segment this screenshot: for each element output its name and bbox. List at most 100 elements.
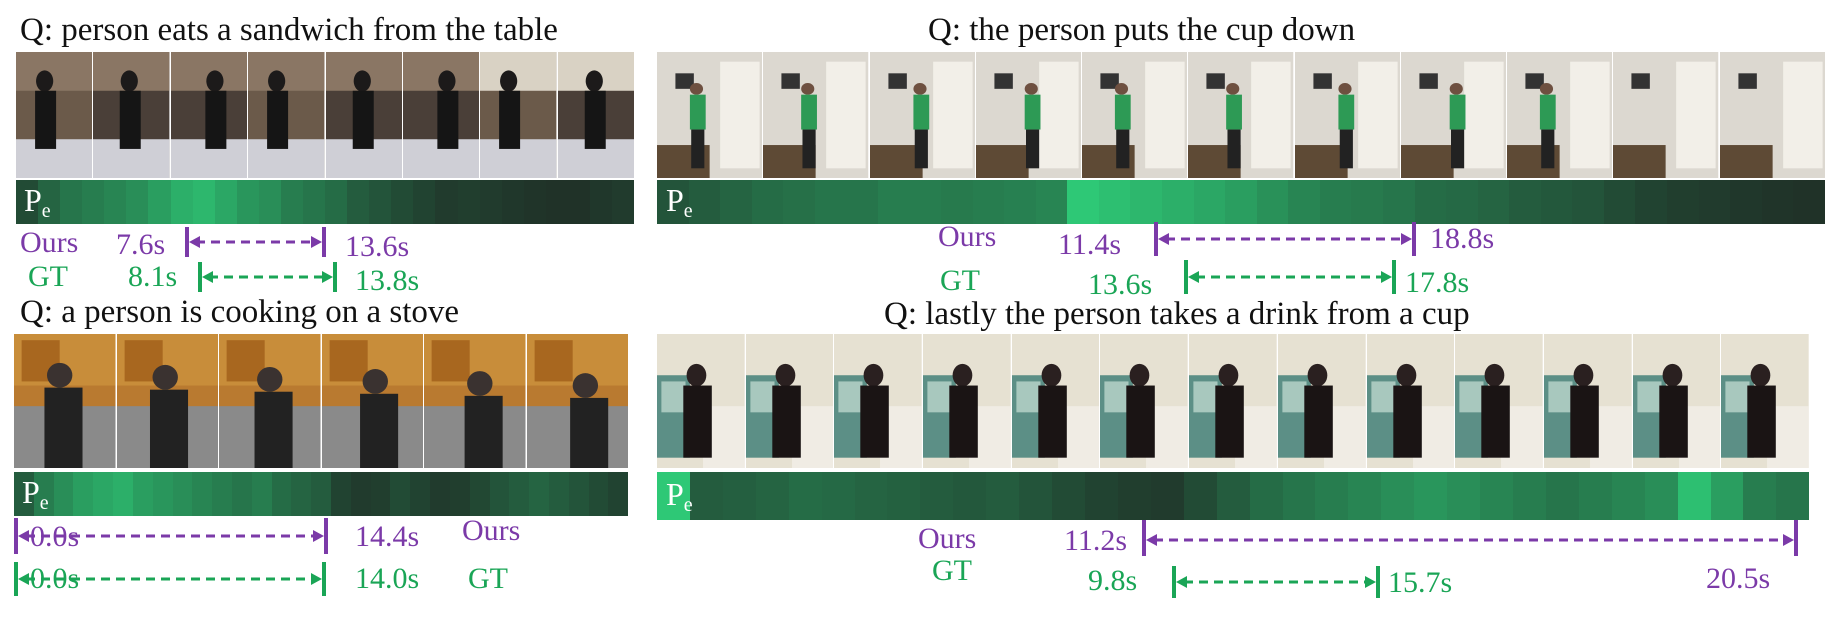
heatmap-cell — [449, 472, 470, 516]
gt-start-time: 0.0s — [30, 562, 80, 595]
pe-label: Pe — [666, 182, 693, 222]
heatmap-cell — [941, 180, 973, 224]
video-frame-thumbnail — [1613, 52, 1719, 178]
ours-end-time: 14.4s — [355, 520, 420, 553]
video-frame-thumbnail — [1719, 52, 1825, 178]
heatmap-cell — [1611, 472, 1645, 520]
heatmap-cell — [350, 472, 371, 516]
heatmap-cell — [1509, 180, 1541, 224]
heatmap-cell — [73, 472, 94, 516]
heatmap-cell — [1793, 180, 1825, 224]
video-frame-thumbnail — [1455, 334, 1543, 468]
heatmap-cell — [1761, 180, 1794, 224]
video-frames-strip — [657, 52, 1825, 178]
gt-span-arrow — [198, 262, 337, 292]
heatmap-cell — [722, 472, 756, 520]
heatmap-cell — [1603, 180, 1636, 224]
video-frame-thumbnail — [480, 52, 557, 178]
heatmap-cell — [1319, 180, 1352, 224]
heatmap-cell — [1677, 472, 1711, 520]
heatmap-cell — [331, 472, 351, 516]
heatmap-cell — [1035, 180, 1068, 224]
heatmap-cell — [369, 180, 392, 224]
ours-legend-label: Ours — [918, 522, 977, 555]
heatmap-cell — [33, 472, 54, 516]
heatmap-cell — [854, 472, 888, 520]
heatmap-cell — [170, 180, 193, 224]
heatmap-cell — [1256, 180, 1289, 224]
heatmap-cell — [751, 180, 784, 224]
heatmap-cell — [1447, 472, 1481, 520]
heatmap-cell — [1698, 180, 1731, 224]
heatmap-cell — [1776, 472, 1810, 520]
video-frame-thumbnail — [248, 52, 325, 178]
heatmap-cell — [214, 180, 237, 224]
heatmap-cell — [53, 472, 74, 516]
heatmap-cell — [509, 472, 530, 516]
gt-span-arrow — [1172, 566, 1380, 598]
heatmap-cell — [1004, 180, 1036, 224]
video-frame-thumbnail — [16, 52, 93, 178]
video-frame-thumbnail — [321, 334, 423, 468]
heatmap-cell — [689, 472, 723, 520]
video-frame-thumbnail — [557, 52, 634, 178]
heatmap-cell — [1348, 472, 1382, 520]
video-frame-thumbnail — [1082, 52, 1188, 178]
heatmap-cell — [212, 472, 232, 516]
heatmap-cell — [16, 180, 39, 224]
video-frame-thumbnail — [1189, 334, 1277, 468]
heatmap-cell — [148, 180, 171, 224]
heatmap-cell — [1052, 472, 1085, 520]
heatmap-cell — [236, 180, 259, 224]
video-frame-thumbnail — [1277, 334, 1366, 468]
gt-legend-label: GT — [932, 554, 972, 587]
video-frame-thumbnail — [14, 334, 116, 468]
heatmap-cell — [469, 472, 490, 516]
video-frame-thumbnail — [745, 334, 834, 468]
heatmap-cell — [887, 472, 921, 520]
ours-end-time: 20.5s — [1706, 562, 1771, 595]
heatmap-cell — [814, 180, 847, 224]
video-frame-thumbnail — [1011, 334, 1100, 468]
video-frame-thumbnail — [657, 334, 745, 468]
video-frame-thumbnail — [1721, 334, 1809, 468]
heatmap-cell — [347, 180, 370, 224]
pe-label: Pe — [666, 476, 693, 516]
video-frame-thumbnail — [526, 334, 628, 468]
pe-heatmap-bar — [14, 470, 629, 516]
heatmap-cell — [280, 180, 304, 224]
heatmap-cell — [390, 472, 411, 516]
heatmap-cell — [1512, 472, 1546, 520]
heatmap-cell — [410, 472, 431, 516]
heatmap-cell — [1382, 180, 1415, 224]
heatmap-cell — [430, 472, 450, 516]
video-frame-thumbnail — [834, 334, 923, 468]
video-frame-thumbnail — [1507, 52, 1613, 178]
heatmap-cell — [588, 472, 609, 516]
heatmap-cell — [920, 472, 954, 520]
video-frame-thumbnail — [424, 334, 526, 468]
gt-legend-label: GT — [28, 260, 68, 293]
heatmap-cell — [435, 180, 458, 224]
heatmap-cell — [132, 472, 153, 516]
heatmap-cell — [608, 472, 629, 516]
heatmap-cell — [788, 472, 822, 520]
ours-span-arrow — [1154, 222, 1416, 256]
gt-start-time: 13.6s — [1088, 268, 1153, 301]
heatmap-cell — [1084, 472, 1118, 520]
heatmap-cell — [688, 180, 721, 224]
ours-span-arrow — [1142, 520, 1798, 556]
heatmap-cell — [311, 472, 331, 516]
pe-heatmap-bar — [657, 470, 1810, 520]
heatmap-cell — [1578, 472, 1612, 520]
heatmap-cell — [1480, 472, 1513, 520]
video-frame-thumbnail — [1294, 52, 1400, 178]
heatmap-cell — [1730, 180, 1762, 224]
heatmap-cell — [986, 472, 1020, 520]
heatmap-cell — [1216, 472, 1250, 520]
heatmap-cell — [501, 180, 524, 224]
video-frames-strip — [16, 52, 634, 178]
heatmap-cell — [1477, 180, 1510, 224]
